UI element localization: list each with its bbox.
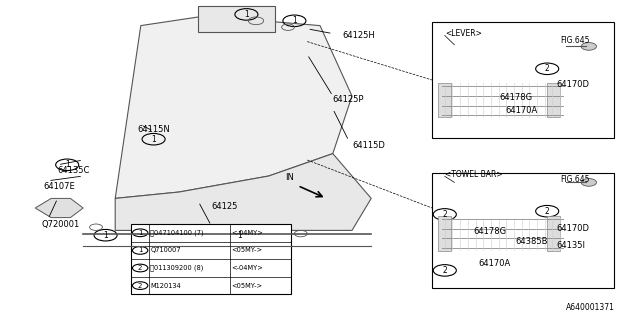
Text: <-04MY>: <-04MY>: [232, 230, 264, 236]
Text: 64170D: 64170D: [557, 80, 590, 89]
Bar: [438, 83, 451, 117]
Text: 2: 2: [545, 207, 550, 216]
Text: A640001371: A640001371: [566, 303, 615, 312]
Polygon shape: [115, 16, 352, 198]
Text: 64115D: 64115D: [352, 141, 385, 150]
Text: <-04MY>: <-04MY>: [232, 265, 264, 271]
Bar: [547, 216, 560, 251]
Text: 64170A: 64170A: [506, 106, 538, 115]
Text: 64170D: 64170D: [557, 224, 590, 233]
Text: 1: 1: [244, 10, 249, 19]
Bar: [547, 83, 560, 117]
Text: FIG.645: FIG.645: [560, 175, 589, 184]
Text: Ⓑ011309200 (8): Ⓑ011309200 (8): [150, 265, 204, 271]
Text: <TOWEL BAR>: <TOWEL BAR>: [445, 170, 502, 179]
Text: Q720001: Q720001: [42, 220, 80, 228]
Text: 64178G: 64178G: [474, 228, 507, 236]
Polygon shape: [35, 198, 83, 218]
Circle shape: [581, 179, 596, 186]
Circle shape: [581, 43, 596, 50]
Bar: [438, 216, 451, 251]
Text: 2: 2: [442, 210, 447, 219]
Text: 1: 1: [237, 231, 243, 240]
Polygon shape: [198, 6, 275, 32]
Text: Ⓢ047104100 (7): Ⓢ047104100 (7): [150, 229, 204, 236]
Text: 2: 2: [545, 64, 550, 73]
Text: 1: 1: [138, 247, 143, 253]
Text: 1: 1: [138, 230, 143, 236]
Text: 64385B: 64385B: [515, 237, 548, 246]
Text: Q710007: Q710007: [150, 247, 181, 253]
Text: IN: IN: [285, 173, 294, 182]
Text: FIG.645: FIG.645: [560, 36, 589, 44]
Text: 64125P: 64125P: [333, 95, 364, 104]
Text: 2: 2: [442, 266, 447, 275]
Text: 1: 1: [151, 135, 156, 144]
Text: 1: 1: [103, 231, 108, 240]
Text: 1: 1: [292, 16, 297, 25]
Text: 64170A: 64170A: [479, 260, 511, 268]
Polygon shape: [115, 154, 371, 230]
Text: <05MY->: <05MY->: [232, 247, 263, 253]
Text: 64125H: 64125H: [342, 31, 375, 40]
Bar: [131, 224, 291, 294]
Text: 1: 1: [65, 160, 70, 169]
Text: 2: 2: [138, 265, 142, 271]
Text: <05MY->: <05MY->: [232, 283, 263, 289]
Bar: [432, 173, 614, 288]
Text: 64178G: 64178G: [499, 93, 532, 102]
Text: 2: 2: [138, 283, 142, 289]
Text: M120134: M120134: [150, 283, 181, 289]
Text: <LEVER>: <LEVER>: [445, 29, 482, 38]
Text: 64135I: 64135I: [557, 241, 586, 250]
Text: 64107E: 64107E: [44, 182, 76, 191]
Text: 64115N: 64115N: [138, 125, 170, 134]
Text: 64135C: 64135C: [58, 166, 90, 175]
Bar: [432, 22, 614, 138]
Text: 64125: 64125: [211, 202, 237, 211]
